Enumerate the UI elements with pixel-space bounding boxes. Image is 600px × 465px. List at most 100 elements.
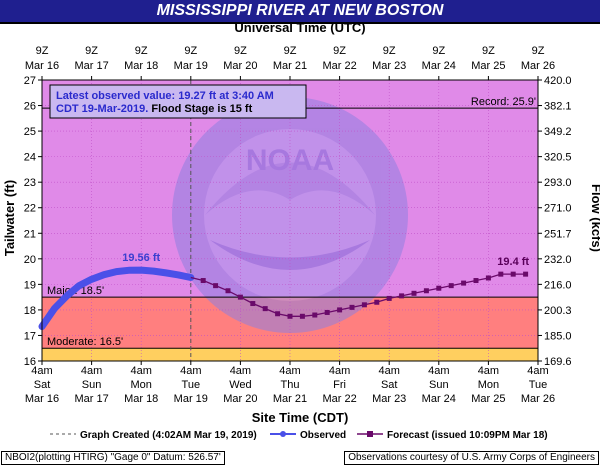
bottom-tick-label-date: Mar 22 [322,393,356,405]
left-tick-label: 19 [24,279,36,291]
forecast-peak-label: 19.4 ft [497,256,529,268]
legend-observed-marker-icon [280,431,286,437]
top-tick-label-date: Mar 19 [174,60,208,72]
observed-series-line [38,266,195,330]
forecast-point [399,293,405,299]
latest-observation-box: Latest observed value: 19.27 ft at 3:40 … [49,84,307,119]
top-tick-label-date: Mar 24 [422,60,456,72]
forecast-point [287,313,293,319]
top-tick-label-date: Mar 17 [74,60,108,72]
legend-forecast-label: Forecast (issued 10:09PM Mar 18) [387,430,548,441]
top-axis-title: Universal Time (UTC) [234,20,365,35]
chart-title: MISSISSIPPI RIVER AT NEW BOSTON [156,2,444,19]
forecast-point [349,304,355,310]
bottom-tick-label-date: Mar 25 [471,393,505,405]
bottom-tick-label-day: Mon [130,379,151,391]
top-tick-label-date: Mar 18 [124,60,158,72]
bottom-tick-label-date: Mar 18 [124,393,158,405]
left-tick-label: 24 [24,152,36,164]
legend-forecast-marker-icon [367,431,373,437]
info-line2-flood: Flood Stage is 15 ft [148,103,252,115]
left-axis-title: Tailwater (ft) [2,180,17,256]
forecast-point [510,271,516,277]
forecast-point [262,306,268,312]
forecast-point [386,295,392,301]
info-line2-date: CDT 19-Mar-2019. [56,103,148,115]
top-tick-label-hour: 9Z [85,45,98,57]
bottom-tick-label-date: Mar 19 [174,393,208,405]
bottom-tick-label-hour: 4am [180,365,201,377]
top-tick-label-date: Mar 23 [372,60,406,72]
right-tick-label: 382.1 [544,101,572,113]
bottom-tick-label-date: Mar 24 [422,393,456,405]
right-tick-label: 169.6 [544,356,572,368]
top-axis-ticks: 9Z Mar 16 9Z Mar 17 9Z Mar 18 9Z Mar 19 9Z Mar 20… [25,45,555,80]
forecast-point [473,278,479,284]
bottom-tick-label-day: Sat [34,379,51,391]
forecast-point [299,313,305,319]
forecast-point [485,275,491,281]
top-tick-label-hour: 9Z [532,45,545,57]
forecast-point [523,271,529,277]
moderate-flood-zone [42,348,538,361]
forecast-point [324,309,330,315]
forecast-points [200,271,529,319]
info-line1: Latest observed value: 19.27 ft at 3:40 … [56,90,274,102]
right-tick-label: 271.0 [544,203,572,215]
forecast-point [448,283,454,289]
logo-center-text: NOAA [246,144,334,177]
left-axis-ticks: 16 17 18 19 20 21 22 23 24 25 26 27 [24,75,42,368]
footer-credit: Observations courtesy of U.S. Army Corps… [344,451,599,465]
forecast-point [225,288,231,294]
forecast-point [374,299,380,305]
forecast-point [237,294,243,300]
right-tick-label: 185.0 [544,330,572,342]
bottom-tick-label-hour: 4am [478,365,499,377]
legend: Graph Created (4:02AM Mar 19, 2019) Obse… [50,430,548,441]
forecast-series-line [190,273,526,317]
right-tick-label: 200.3 [544,305,572,317]
top-tick-label-date: Mar 20 [223,60,257,72]
left-tick-label: 27 [24,75,36,87]
bottom-tick-label-day: Tue [529,379,548,391]
top-tick-label-date: Mar 22 [322,60,356,72]
bottom-tick-label-date: Mar 16 [25,393,59,405]
moderate-label: Moderate: 16.5' [47,336,123,348]
bottom-tick-label-day: Fri [333,379,346,391]
bottom-tick-label-hour: 4am [230,365,251,377]
bottom-tick-label-date: Mar 21 [273,393,307,405]
left-tick-label: 23 [24,177,36,189]
right-tick-label: 320.5 [544,152,572,164]
legend-observed-label: Observed [300,430,346,441]
left-tick-label: 16 [24,356,36,368]
right-axis-ticks: 169.6 185.0 200.3 216.0 232.0 251.7 271.0 293.0… [538,75,572,368]
right-tick-label: 232.0 [544,254,572,266]
bottom-tick-label-day: Thu [281,379,300,391]
top-tick-label-date: Mar 16 [25,60,59,72]
logo-wave-icon [210,240,370,270]
forecast-point [361,302,367,308]
left-tick-label: 25 [24,126,36,138]
forecast-point [275,311,281,317]
right-tick-label: 349.2 [544,126,572,138]
bottom-tick-label-date: Mar 17 [74,393,108,405]
record-label: Record: 25.9' [471,96,536,108]
forecast-point [213,283,219,289]
top-tick-label-date: Mar 25 [471,60,505,72]
top-tick-label-hour: 9Z [284,45,297,57]
bottom-axis-ticks: 4am Sat Mar 16 4am Sun Mar 17 4am Mon Mar 18 4am T… [25,361,555,405]
legend-created-label: Graph Created (4:02AM Mar 19, 2019) [80,430,257,441]
bottom-tick-label-hour: 4am [428,365,449,377]
bottom-tick-label-hour: 4am [527,365,548,377]
top-tick-label-hour: 9Z [135,45,148,57]
forecast-point [411,290,417,296]
bottom-tick-label-hour: 4am [378,365,399,377]
bottom-tick-label-day: Wed [229,379,251,391]
right-tick-label: 420.0 [544,75,572,87]
footer-datum: NBOI2(plotting HTIRG) "Gage 0" Datum: 52… [1,451,225,465]
bottom-tick-label-date: Mar 20 [223,393,257,405]
left-tick-label: 22 [24,203,36,215]
right-tick-label: 251.7 [544,228,572,240]
bottom-tick-label-day: Sun [429,379,449,391]
